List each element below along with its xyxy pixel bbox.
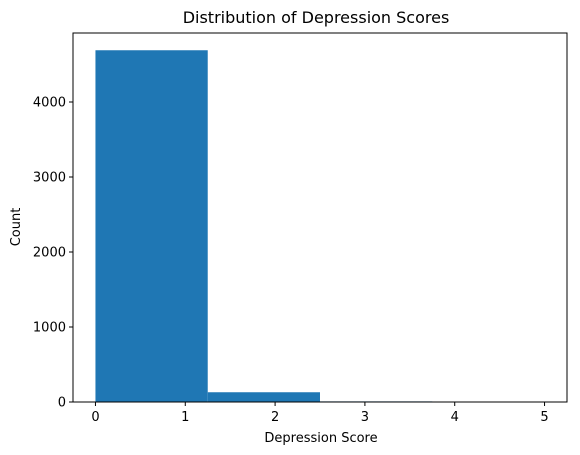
x-tick-label-0: 0 — [91, 410, 99, 425]
x-tick-label-4: 4 — [451, 410, 459, 425]
plot-frame — [72, 32, 568, 403]
y-tick-label-2: 2000 — [33, 246, 66, 261]
y-tick-label-1: 1000 — [33, 321, 66, 336]
y-axis-label: Count — [9, 208, 24, 247]
y-tick-label-3: 3000 — [33, 171, 66, 186]
x-tick-label-2: 2 — [271, 410, 279, 425]
histogram-bar-0 — [95, 50, 208, 402]
y-tick-label-4: 4000 — [33, 96, 66, 111]
y-axis-ticks: 0 1000 2000 3000 4000 — [33, 96, 73, 411]
histogram-bar-1 — [207, 392, 320, 402]
x-tick-label-1: 1 — [181, 410, 189, 425]
x-axis-ticks: 0 1 2 3 4 5 — [91, 402, 549, 425]
x-tick-label-3: 3 — [361, 410, 369, 425]
x-axis-label: Depression Score — [264, 431, 377, 446]
chart-title: Distribution of Depression Scores — [183, 8, 450, 27]
y-tick-label-0: 0 — [58, 396, 66, 411]
x-tick-label-5: 5 — [540, 410, 548, 425]
bars-group — [95, 50, 545, 403]
